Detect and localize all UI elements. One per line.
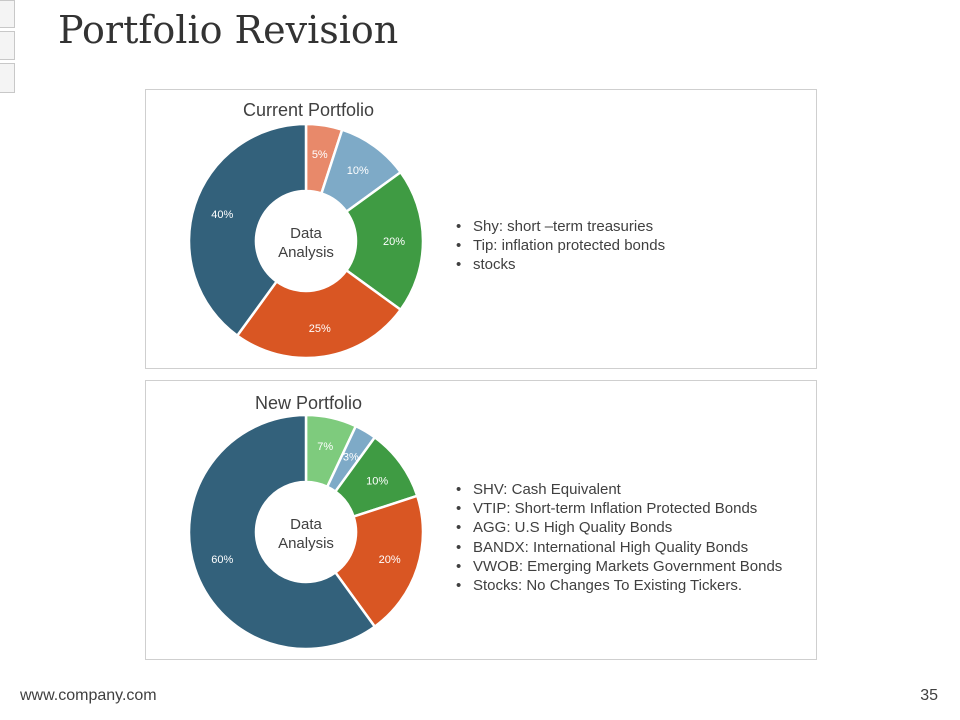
legend-item: VTIP: Short-term Inflation Protected Bon… xyxy=(454,499,782,518)
legend-item: SHV: Cash Equivalent xyxy=(454,480,782,499)
page-title: Portfolio Revision xyxy=(58,8,399,52)
current-portfolio-donut: 5% 10% 20% 25% 40% Data Analysis xyxy=(187,122,425,360)
donut-center-label: Analysis xyxy=(278,244,334,261)
legend-item: stocks xyxy=(454,255,665,274)
slice-data-label: 10% xyxy=(347,165,369,177)
slice-data-label: 7% xyxy=(317,441,333,453)
donut-slice-60pct xyxy=(187,413,377,651)
current-portfolio-panel: Current Portfolio 5% 10% 20% 25% 40% Data Anal… xyxy=(145,89,817,369)
legend-item: VWOB: Emerging Markets Government Bonds xyxy=(454,557,782,576)
donut-center-label: Data xyxy=(290,225,322,242)
new-portfolio-panel: New Portfolio 7% 3% 10% 20% 60% Data Analysis … xyxy=(145,380,817,660)
page-number: 35 xyxy=(920,687,938,704)
donut-center-label: Data xyxy=(290,516,322,533)
legend-item: Stocks: No Changes To Existing Tickers. xyxy=(454,576,782,595)
legend-item: AGG: U.S High Quality Bonds xyxy=(454,518,782,537)
legend-item: Tip: inflation protected bonds xyxy=(454,236,665,255)
new-portfolio-legend: SHV: Cash EquivalentVTIP: Short-term Inf… xyxy=(454,480,782,595)
slide-edge-tab xyxy=(0,63,15,93)
slide-edge-tab xyxy=(0,31,15,60)
footer-url: www.company.com xyxy=(20,687,157,704)
legend-item: BANDX: International High Quality Bonds xyxy=(454,538,782,557)
donut-slice-25pct xyxy=(235,268,403,360)
chart-title: Current Portfolio xyxy=(243,100,375,120)
donut-slice-20pct xyxy=(333,494,425,629)
slice-data-label: 60% xyxy=(211,554,233,566)
slice-data-label: 3% xyxy=(343,451,359,463)
slice-data-label: 20% xyxy=(379,554,401,566)
current-portfolio-legend: Shy: short –term treasuriesTip: inflatio… xyxy=(454,217,665,275)
chart-title: New Portfolio xyxy=(255,393,363,413)
slice-data-label: 25% xyxy=(309,323,331,335)
slice-data-label: 5% xyxy=(312,149,328,161)
slide-edge-tab xyxy=(0,0,15,28)
slice-data-label: 10% xyxy=(366,475,388,487)
legend-item: Shy: short –term treasuries xyxy=(454,217,665,236)
new-portfolio-donut: 7% 3% 10% 20% 60% Data Analysis xyxy=(187,413,425,651)
slice-data-label: 20% xyxy=(383,236,405,248)
donut-slice-20pct xyxy=(344,170,425,312)
slice-data-label: 40% xyxy=(211,209,233,221)
donut-center-label: Analysis xyxy=(278,535,334,552)
donut-slice-40pct xyxy=(187,122,308,338)
